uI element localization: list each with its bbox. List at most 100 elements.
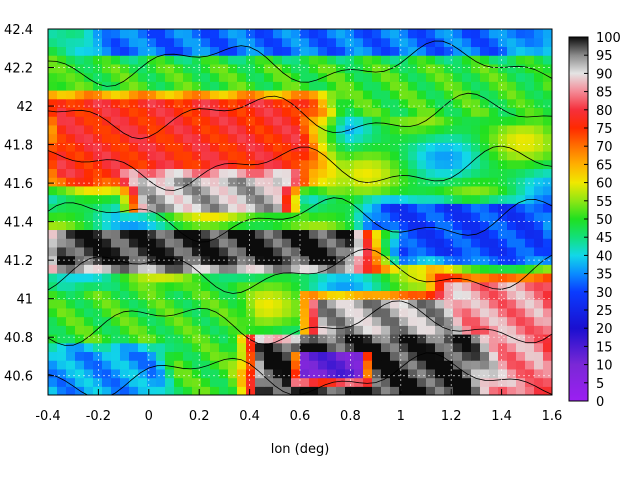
heatmap-cell [318, 98, 328, 109]
heatmap-cell [480, 177, 490, 187]
heatmap-cell [543, 290, 552, 300]
heatmap-cell [516, 351, 526, 361]
heatmap-cell [453, 386, 463, 395]
heatmap-cell [165, 342, 175, 353]
heatmap-cell [291, 255, 301, 265]
heatmap-cell [444, 334, 454, 344]
heatmap-cell [111, 386, 121, 395]
heatmap-cell [426, 124, 436, 135]
heatmap-cell [129, 203, 139, 213]
heatmap-cell [471, 377, 481, 387]
heatmap-cell [183, 386, 193, 395]
heatmap-cell [219, 229, 229, 239]
heatmap-cell [183, 151, 193, 161]
heatmap-cell [111, 116, 121, 126]
heatmap-cell [363, 37, 373, 48]
heatmap-cell [246, 386, 256, 395]
heatmap-cell [507, 133, 517, 143]
heatmap-cell [534, 334, 544, 344]
heatmap-cell [237, 325, 247, 335]
heatmap-cell [444, 98, 454, 109]
heatmap-cell [201, 37, 211, 48]
heatmap-cell [84, 124, 94, 135]
heatmap-cell [57, 55, 67, 65]
heatmap-cell [138, 177, 148, 187]
heatmap-cell [111, 316, 121, 326]
heatmap-cell [336, 72, 346, 82]
heatmap-cell [516, 273, 526, 283]
colorbar-tick-label: 35 [596, 268, 613, 283]
heatmap-cell [237, 72, 247, 82]
heatmap-cell [399, 177, 409, 187]
heatmap-cell [273, 212, 283, 222]
heatmap-cell [120, 159, 130, 170]
heatmap-cell [201, 246, 211, 257]
heatmap-cell [129, 98, 139, 109]
heatmap-cell [147, 325, 157, 335]
heatmap-cell [525, 72, 535, 82]
heatmap-cell [102, 368, 112, 379]
heatmap-cell [138, 55, 148, 65]
heatmap-cell [174, 63, 184, 74]
heatmap-cell [507, 116, 517, 126]
heatmap-cell [57, 124, 67, 135]
heatmap-cell [84, 229, 94, 239]
heatmap-cell [300, 81, 310, 91]
heatmap-cell [390, 290, 400, 300]
heatmap-cell [219, 334, 229, 344]
heatmap-cell [300, 124, 310, 135]
heatmap-cell [498, 159, 508, 170]
heatmap-cell [543, 168, 552, 178]
heatmap-cell [309, 307, 319, 318]
heatmap-cell [48, 246, 58, 257]
heatmap-cell [408, 151, 418, 161]
heatmap-cell [543, 185, 552, 196]
heatmap-cell [462, 229, 472, 239]
heatmap-cell [498, 37, 508, 48]
heatmap-cell [291, 116, 301, 126]
heatmap-cell [453, 203, 463, 213]
heatmap-cell [192, 368, 202, 379]
heatmap-cell [165, 107, 175, 117]
heatmap-cell [444, 368, 454, 379]
heatmap-cell [291, 46, 301, 56]
heatmap-cell [480, 203, 490, 213]
heatmap-cell [57, 107, 67, 117]
heatmap-cell [264, 290, 274, 300]
heatmap-cell [489, 220, 499, 231]
heatmap-cell [390, 203, 400, 213]
heatmap-cell [66, 377, 76, 387]
heatmap-cell [507, 220, 517, 231]
heatmap-cell [318, 46, 328, 56]
heatmap-cell [129, 116, 139, 126]
x-tick-label: 0.4 [239, 409, 260, 424]
heatmap-cell [516, 386, 526, 395]
heatmap-cell [264, 307, 274, 318]
heatmap-cell [408, 116, 418, 126]
heatmap-cell [228, 37, 238, 48]
heatmap-cell [120, 351, 130, 361]
heatmap-cell [291, 142, 301, 152]
heatmap-cell [93, 72, 103, 82]
heatmap-cell [84, 299, 94, 309]
heatmap-cell [147, 246, 157, 257]
heatmap-cell [336, 177, 346, 187]
heatmap-cell [192, 290, 202, 300]
heatmap-cell [381, 37, 391, 48]
heatmap-cell [345, 351, 355, 361]
heatmap-cell [219, 63, 229, 74]
heatmap-cell [372, 46, 382, 56]
heatmap-cell [48, 29, 58, 39]
heatmap-cell [111, 133, 121, 143]
heatmap-cell [102, 220, 112, 231]
heatmap-cell [111, 351, 121, 361]
heatmap-cell [489, 377, 499, 387]
heatmap-cell [390, 377, 400, 387]
heatmap-cell [228, 98, 238, 109]
heatmap-cell [543, 299, 552, 309]
heatmap-cell [444, 116, 454, 126]
heatmap-cell [345, 290, 355, 300]
heatmap-cell [57, 290, 67, 300]
heatmap-cell [372, 334, 382, 344]
